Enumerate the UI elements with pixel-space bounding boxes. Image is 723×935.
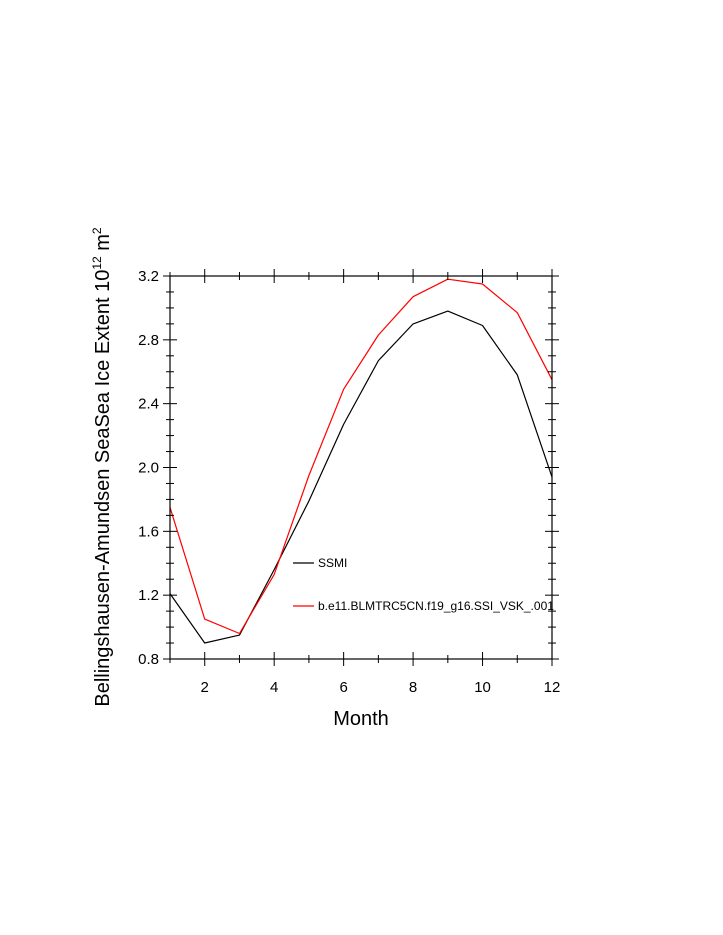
tick-labels: 2 4 6 8 10 12 0.8 1.2 1.6 2.0 2.4 2.8 3.2 bbox=[138, 268, 560, 696]
legend-label-ssmi: SSMI bbox=[318, 556, 347, 570]
x-tick-label: 10 bbox=[474, 679, 491, 696]
x-tick-label: 12 bbox=[544, 679, 561, 696]
x-tick-label: 6 bbox=[339, 679, 347, 696]
x-tick-label: 2 bbox=[201, 679, 209, 696]
y-axis-title-exponent: 12 bbox=[90, 256, 104, 270]
series-line-ssmi bbox=[169, 310, 553, 644]
legend-label-model: b.e11.BLMTRC5CN.f19_g16.SSI_VSK_.001 bbox=[318, 599, 554, 613]
series-line-model bbox=[169, 278, 553, 635]
x-axis-title: Month bbox=[333, 708, 389, 730]
x-tick-label: 8 bbox=[409, 679, 417, 696]
y-tick-label: 0.8 bbox=[138, 651, 159, 668]
y-tick-label: 3.2 bbox=[138, 268, 159, 285]
legend: SSMI b.e11.BLMTRC5CN.f19_g16.SSI_VSK_.00… bbox=[293, 556, 554, 613]
y-axis-title: Bellingshausen-Amundsen SeaSea Ice Exten… bbox=[90, 227, 114, 707]
x-tick-label: 4 bbox=[270, 679, 278, 696]
y-axis-title-main: Bellingshausen-Amundsen SeaSea Ice Exten… bbox=[92, 270, 114, 707]
y-axis-title-unit-exponent: 2 bbox=[90, 227, 104, 234]
y-tick-label: 2.4 bbox=[138, 396, 159, 413]
y-tick-label: 2.0 bbox=[138, 460, 159, 477]
y-tick-label: 2.8 bbox=[138, 332, 159, 349]
y-tick-label: 1.2 bbox=[138, 587, 159, 604]
series-lines bbox=[169, 278, 553, 644]
plot-frame bbox=[169, 275, 553, 660]
y-axis-title-unit: m bbox=[92, 234, 114, 256]
y-tick-label: 1.6 bbox=[138, 523, 159, 540]
